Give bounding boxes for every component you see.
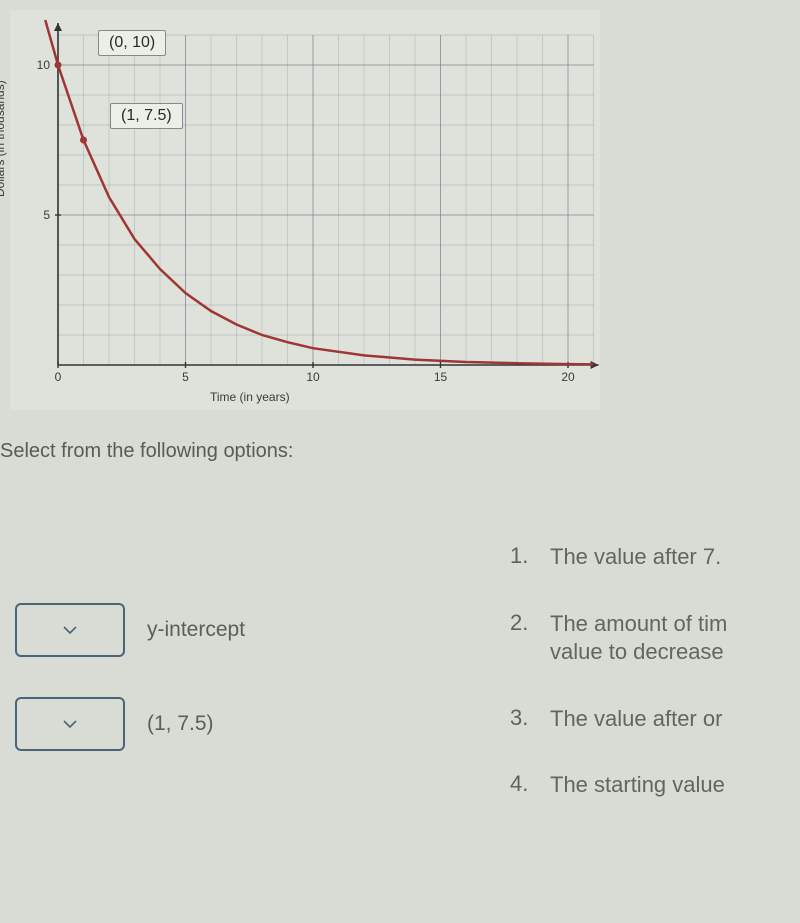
svg-text:20: 20 — [561, 370, 575, 384]
dropdown-row: (1, 7.5) — [15, 697, 245, 751]
answer-option-text: The starting value — [550, 771, 725, 800]
answer-options-column: 1. The value after 7. 2. The amount of tim … — [510, 543, 727, 838]
dropdown-row: y-intercept — [15, 603, 245, 657]
svg-text:0: 0 — [55, 370, 62, 384]
svg-text:10: 10 — [306, 370, 320, 384]
answer-option: 1. The value after 7. — [510, 543, 727, 572]
svg-text:5: 5 — [182, 370, 189, 384]
prompt-text: Select from the following options: — [0, 440, 800, 463]
answer-option-text: The value after or — [550, 705, 722, 734]
answer-option: 2. The amount of tim value to decrease — [510, 610, 727, 667]
chevron-down-icon — [63, 626, 77, 634]
point-label: (1, 7.5) — [110, 103, 183, 129]
answer-option-text: The value after 7. — [550, 543, 721, 572]
x-axis-label: Time (in years) — [210, 390, 290, 404]
answer-option-number: 4. — [510, 771, 534, 797]
chart-svg: 0 5 10 15 20 5 10 — [10, 10, 600, 410]
options-area: y-intercept (1, 7.5) 1. The value after 7.… — [0, 543, 800, 923]
chart-container: 05101520510 Dollars (in thousands) Time … — [10, 10, 600, 410]
svg-text:5: 5 — [43, 208, 50, 222]
dropdown-label: y-intercept — [147, 618, 245, 642]
dropdown-select[interactable] — [15, 697, 125, 751]
dropdown-select[interactable] — [15, 603, 125, 657]
chevron-down-icon — [63, 720, 77, 728]
svg-text:10: 10 — [37, 58, 51, 72]
point-label: (0, 10) — [98, 30, 166, 56]
answer-option: 3. The value after or — [510, 705, 727, 734]
y-axis-label: Dollars (in thousands) — [0, 80, 7, 197]
answer-option-number: 1. — [510, 543, 534, 569]
svg-text:15: 15 — [434, 370, 448, 384]
answer-option-number: 2. — [510, 610, 534, 636]
answer-option: 4. The starting value — [510, 771, 727, 800]
answer-option-text: The amount of tim value to decrease — [550, 610, 727, 667]
dropdown-column: y-intercept (1, 7.5) — [15, 603, 245, 791]
answer-option-number: 3. — [510, 705, 534, 731]
dropdown-label: (1, 7.5) — [147, 712, 214, 736]
